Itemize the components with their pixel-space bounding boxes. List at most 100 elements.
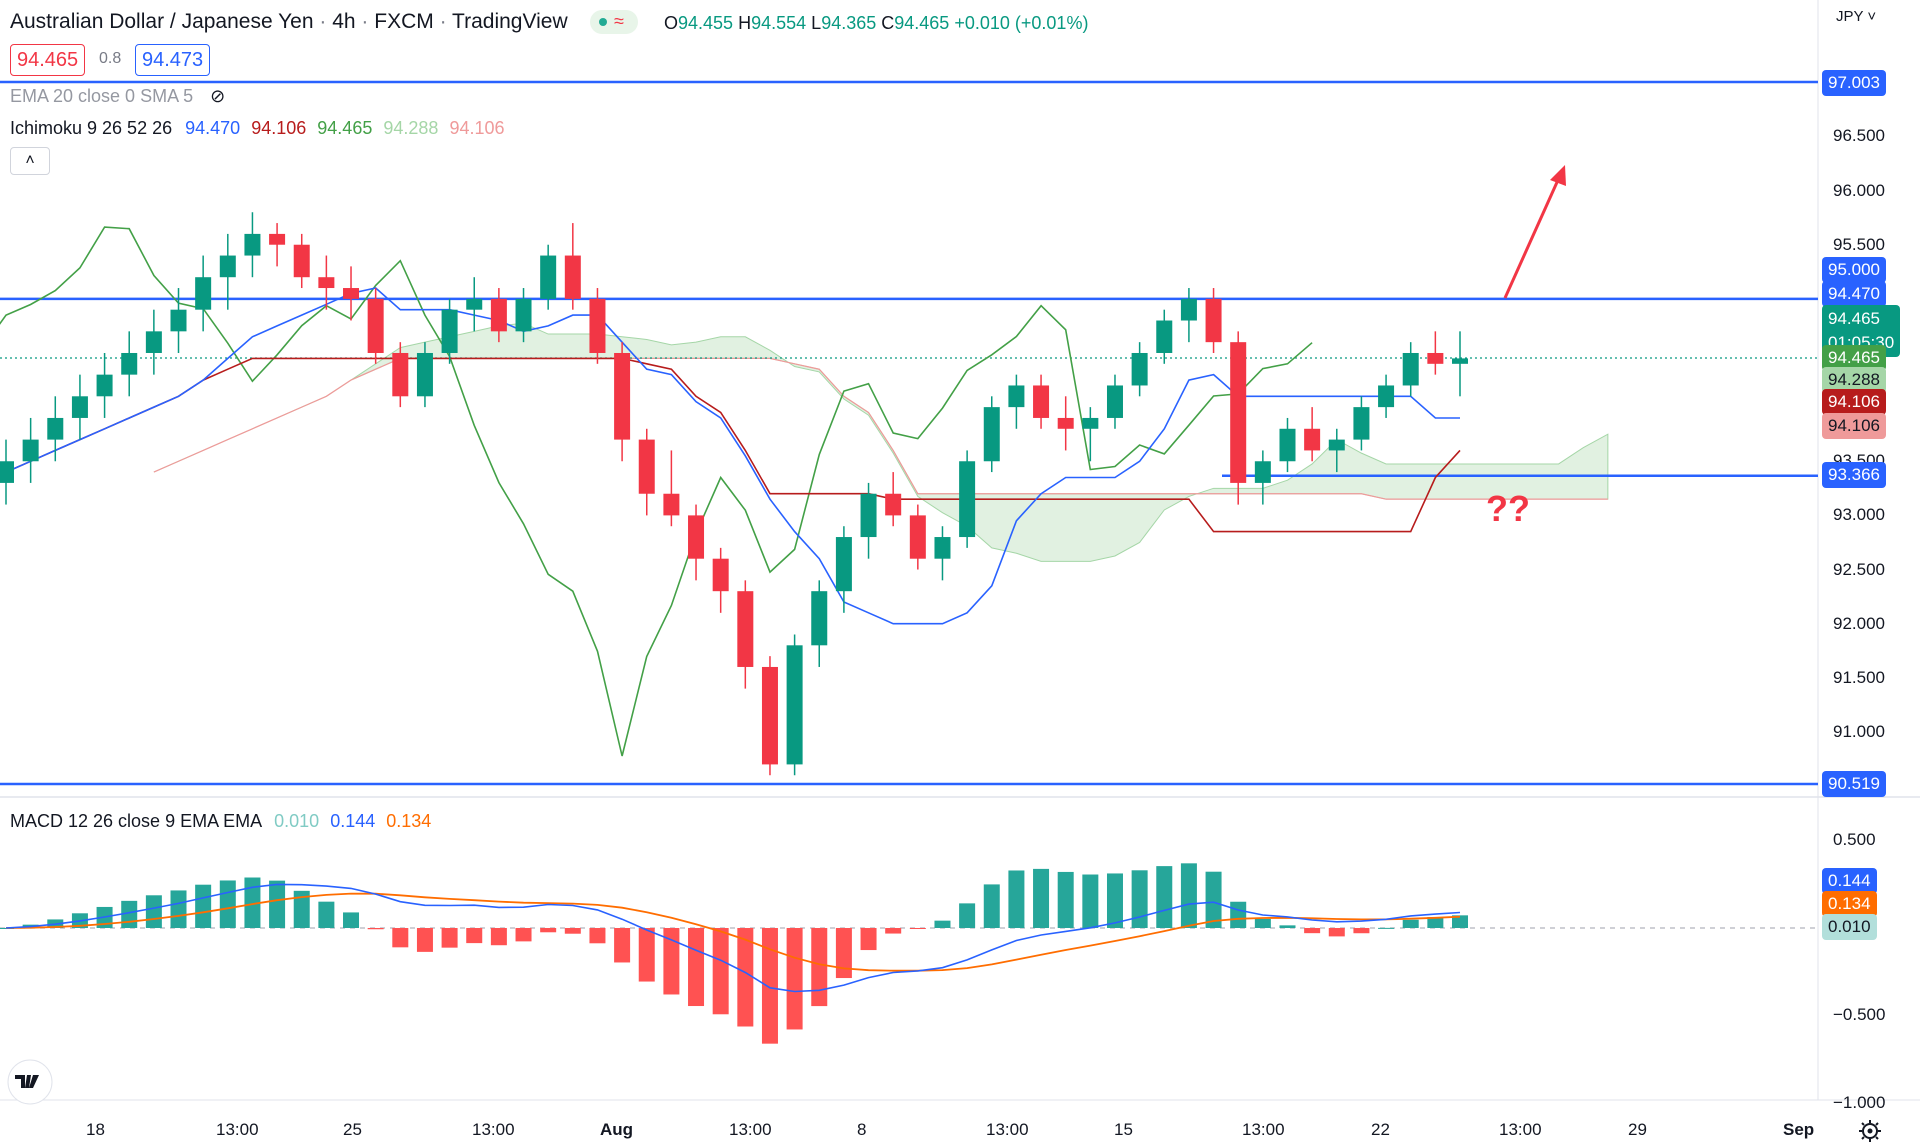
candle-body (1452, 358, 1468, 364)
candle-body (885, 493, 902, 516)
candle-body (614, 352, 631, 440)
annotation-question-marks[interactable]: ?? (1486, 488, 1530, 529)
hidden-eye-icon[interactable]: ⊘ (210, 86, 226, 106)
signal-value-label: 0.134 (1822, 891, 1877, 917)
candle-body (441, 309, 458, 353)
time-tick-label: 29 (1628, 1120, 1647, 1139)
horizontal-levels[interactable] (0, 80, 1818, 786)
macd-histogram-bar (786, 928, 803, 1030)
macd-histogram-bar (244, 877, 261, 928)
candle-body (22, 439, 39, 462)
macd-pane[interactable] (0, 863, 1818, 1044)
macd-histogram-bar (614, 928, 631, 963)
tenkan-price-label: 94.470 (1822, 281, 1886, 307)
macd-line (5, 883, 1461, 993)
chikou-price-label: 94.465 (1822, 345, 1886, 371)
candle-body (1033, 385, 1050, 418)
candle-body (1156, 320, 1173, 353)
time-tick-label: 13:00 (216, 1120, 259, 1139)
tradingview-logo[interactable] (7, 1059, 53, 1105)
macd-histogram-bar (441, 928, 458, 948)
macd-histogram-bar (1353, 928, 1370, 934)
macd-histogram-bar (835, 928, 852, 979)
time-tick-label: Aug (600, 1120, 634, 1139)
currency-selector[interactable]: JPY ˅ (1836, 8, 1877, 25)
time-tick-label: 13:00 (729, 1120, 772, 1139)
candle-body (244, 233, 261, 256)
macd-histogram-bar (1156, 866, 1173, 928)
macd-histogram-bar (1008, 870, 1025, 928)
candle-body (786, 645, 803, 765)
level-93-label: 93.366 (1822, 462, 1886, 488)
macd-histogram-bar (318, 901, 335, 928)
macd-histogram-bar (959, 903, 976, 928)
sell-price-button[interactable]: 94.465 (10, 44, 86, 76)
macd-histogram-bar (811, 928, 828, 1007)
macd-histogram-bar (1057, 871, 1074, 928)
macd-histogram-bar (761, 928, 778, 1044)
candle-body (909, 515, 926, 559)
candle-body (367, 298, 384, 353)
price-tick-label: 96.500 (1833, 126, 1885, 146)
collapse-legend-button[interactable]: ˄ (10, 147, 50, 175)
macd-histogram-bar (219, 880, 236, 928)
macd-tick-label: −1.000 (1833, 1093, 1886, 1112)
time-tick-label: 13:00 (472, 1120, 515, 1139)
ohlc-values: O94.455 H94.554 L94.365 C94.465 +0.010 (… (664, 13, 1089, 33)
macd-histogram-bar (1205, 871, 1222, 928)
price-pane[interactable] (0, 0, 1920, 1101)
histogram-value-label: 0.010 (1822, 914, 1877, 940)
macd-legend[interactable]: MACD 12 26 close 9 EMA EMA 0.010 0.144 0… (10, 811, 432, 831)
candle-body (1304, 428, 1321, 451)
annotation-arrow[interactable] (1503, 165, 1566, 299)
time-tick-label: 15 (1114, 1120, 1133, 1139)
macd-histogram-bar (712, 928, 729, 1015)
candle-body (959, 461, 976, 538)
candle-body (811, 591, 828, 646)
macd-histogram-bar (1254, 918, 1271, 928)
candle-body (416, 352, 433, 397)
candle-body (96, 374, 113, 397)
span-b-price-label: 94.106 (1822, 413, 1886, 439)
macd-tick-label: −0.500 (1833, 1005, 1886, 1024)
market-status-badge[interactable]: ≈ (590, 10, 638, 34)
time-tick-label: 13:00 (1242, 1120, 1285, 1139)
chevron-up-icon: ˄ (25, 152, 35, 169)
macd-histogram-bar (416, 928, 433, 952)
span-a-price-label: 94.288 (1822, 367, 1886, 393)
ichimoku-legend[interactable]: Ichimoku 9 26 52 26 94.470 94.106 94.465… (10, 118, 505, 138)
macd-histogram-bar (1180, 863, 1197, 928)
candle-body (540, 255, 557, 299)
symbol-header[interactable]: Australian Dollar / Japanese Yen · 4h · … (10, 10, 568, 33)
status-dot-icon (599, 18, 607, 26)
candle-body (71, 396, 88, 418)
macd-histogram-bar (909, 928, 926, 929)
ema-legend[interactable]: EMA 20 close 0 SMA 5 ⊘ (10, 86, 226, 106)
time-tick-label: Sep (1783, 1120, 1815, 1139)
buy-price-button[interactable]: 94.473 (135, 44, 211, 76)
macd-histogram-bar (1082, 874, 1099, 928)
candle-body (170, 309, 187, 332)
candles[interactable] (0, 212, 1468, 776)
level-90-label: 90.519 (1822, 771, 1886, 797)
candle-body (121, 352, 138, 375)
candle-body (737, 591, 754, 667)
candle-body (860, 493, 877, 538)
macd-signal-line (5, 892, 1461, 972)
macd-histogram-bar (983, 884, 1000, 928)
settings-gear-icon[interactable] (1859, 1120, 1881, 1142)
time-tick-label: 25 (343, 1120, 362, 1139)
ichimoku-lagging-span (0, 226, 1313, 757)
price-tick-label: 93.000 (1833, 505, 1885, 525)
candle-body (145, 331, 162, 353)
macd-histogram-bar (1452, 915, 1468, 928)
symbol-name[interactable]: Australian Dollar / Japanese Yen (10, 10, 314, 33)
chevron-down-icon: ˅ (1863, 8, 1877, 25)
macd-histogram-bar (663, 928, 680, 995)
candle-body (1180, 298, 1197, 321)
candle-body (1353, 407, 1370, 440)
interval[interactable]: 4h (332, 10, 356, 33)
candle-body (47, 417, 64, 440)
ichimoku-base-line (5, 357, 1461, 533)
